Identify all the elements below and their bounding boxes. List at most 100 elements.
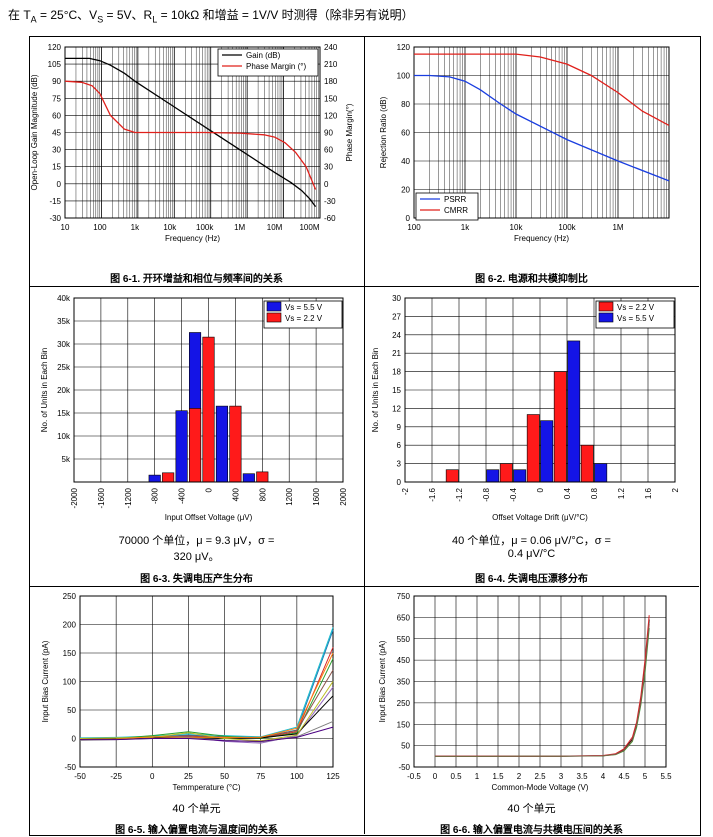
figure-grid-divider (364, 36, 365, 834)
x-tick-label: 10M (267, 223, 283, 232)
x-tick-label: 10 (61, 223, 70, 232)
y-tick-label: 120 (48, 43, 62, 52)
series-line (79, 627, 334, 739)
y-tick-label: 21 (392, 349, 401, 358)
y2-tick-label: 0 (324, 180, 329, 189)
legend-box (217, 48, 319, 77)
x-tick-label: 400 (231, 487, 240, 501)
x-tick-label: 4 (601, 772, 606, 781)
y-tick-label: 30 (392, 294, 401, 303)
y2-tick-label: 180 (324, 77, 338, 86)
x-tick-label: -2 (401, 487, 410, 495)
y-tick-label: 75 (52, 94, 61, 103)
x-tick-label: 2000 (339, 487, 348, 505)
y2-tick-label: 120 (324, 111, 338, 120)
x-tick-label: 2 (671, 487, 680, 492)
y2-tick-label: -30 (324, 197, 336, 206)
legend-label: Vs = 5.5 V (285, 303, 323, 312)
y2-tick-label: 150 (324, 94, 338, 103)
x-tick-label: 5.5 (660, 772, 672, 781)
y2-tick-label: 60 (324, 146, 333, 155)
chart-fig1: -30 -15 0 15 30 45 60 75 90 105 120 -60 -30 0 30 60 90 12… (0, 0, 364, 286)
x-axis-label: Temmperature (°C) (172, 783, 240, 792)
y-tick-label: 40 (401, 157, 410, 166)
y2-tick-label: -60 (324, 214, 336, 223)
y-axis-label: Input Bias Current (pA) (41, 640, 50, 722)
y-tick-label: -30 (49, 214, 61, 223)
y-tick-label: 3 (397, 460, 402, 469)
x-tick-label: 1.5 (492, 772, 504, 781)
y-tick-label: 0 (406, 214, 411, 223)
y-tick-label: 40k (57, 294, 71, 303)
y-tick-label: 27 (392, 312, 401, 321)
y-tick-label: 150 (397, 720, 411, 729)
x-tick-label: -400 (178, 487, 187, 504)
legend-swatch (598, 301, 614, 312)
x-tick-label: -0.5 (407, 772, 421, 781)
x-tick-label: 0 (536, 487, 545, 492)
figure-grid-border (29, 36, 701, 836)
y-tick-label: 50 (401, 742, 410, 751)
y-axis-label: Open-Loop Gain Magnitude (dB) (30, 74, 39, 190)
y-tick-label: 12 (392, 404, 401, 413)
x-tick-label: -0.8 (482, 487, 491, 501)
y-tick-label: 5k (62, 455, 71, 464)
x-tick-label: 100 (290, 772, 304, 781)
x-tick-label: 1.6 (644, 487, 653, 499)
y-axis-label: Rejection Ratio (dB) (379, 96, 388, 168)
x-axis-label: Common-Mode Voltage (V) (492, 783, 589, 792)
y-tick-label: 200 (63, 621, 77, 630)
plot-frame (413, 46, 670, 219)
y-tick-label: 105 (48, 60, 62, 69)
y-tick-label: 250 (397, 699, 411, 708)
x-tick-label: 1M (612, 223, 623, 232)
x-tick-label: 10k (510, 223, 524, 232)
y-tick-label: 35k (57, 317, 71, 326)
note-fig4-line2: 0.4 μV/°C (507, 548, 556, 560)
x-tick-label: 100M (299, 223, 319, 232)
x-tick-label: 0 (205, 487, 214, 492)
note-fig3-line2: 320 μV。 (173, 551, 220, 563)
y-tick-label: 60 (401, 129, 410, 138)
y-tick-label: 24 (392, 331, 401, 340)
y-tick-label: 30 (52, 146, 61, 155)
legend-label: Gain (dB) (246, 51, 281, 60)
y-tick-label: 45 (52, 129, 61, 138)
x-tick-label: 25 (184, 772, 193, 781)
y-tick-label: 15 (392, 386, 401, 395)
x-tick-label: -800 (151, 487, 160, 504)
plot-frame (413, 595, 667, 768)
caption-fig2: 图 6-2. 电源和共模抑制比 (475, 274, 588, 285)
caption-fig1: 图 6-1. 开环增益和相位与频率间的关系 (110, 274, 283, 285)
chart-fig5: -50 0 50 100 150 200 250 -50 -25 0 25 50 75 100 125 Tem… (41, 592, 340, 792)
legend-swatch (598, 312, 614, 323)
x-tick-label: -1.6 (428, 487, 437, 501)
y-tick-label: 90 (52, 77, 61, 86)
x-tick-label: 800 (258, 487, 267, 501)
y2-tick-label: 90 (324, 129, 333, 138)
series-line (435, 615, 650, 757)
row-divider-2 (29, 586, 699, 587)
x-tick-label: 1k (131, 223, 140, 232)
x-tick-label: 1200 (285, 487, 294, 505)
y-tick-label: 20 (401, 186, 410, 195)
note-fig4-line1: 40 个单位，μ = 0.06 μV/°C，σ = (452, 535, 611, 547)
y-tick-label: 15 (52, 163, 61, 172)
y-tick-label: 100 (63, 678, 77, 687)
series-line (79, 652, 334, 741)
x-tick-label: 100k (558, 223, 576, 232)
y-tick-label: 650 (397, 613, 411, 622)
chart-fig4: 0 3 6 9 12 15 18 21 24 27 30 -2 -1.6 -1.2 -0.8 -0.4 0 0.4… (371, 294, 680, 522)
x-tick-label: 1k (461, 223, 470, 232)
legend-label: Phase Margin (°) (246, 62, 306, 71)
y-tick-label: 350 (397, 678, 411, 687)
series-line (435, 619, 650, 757)
x-axis-label: Frequency (Hz) (514, 234, 569, 243)
caption-fig3: 图 6-3. 失调电压产生分布 (140, 574, 253, 585)
y-tick-label: 0 (57, 180, 62, 189)
x-tick-label: 0.8 (590, 487, 599, 499)
y-tick-label: 0 (72, 735, 77, 744)
legend-label: PSRR (444, 195, 466, 204)
x-tick-label: 5 (643, 772, 648, 781)
